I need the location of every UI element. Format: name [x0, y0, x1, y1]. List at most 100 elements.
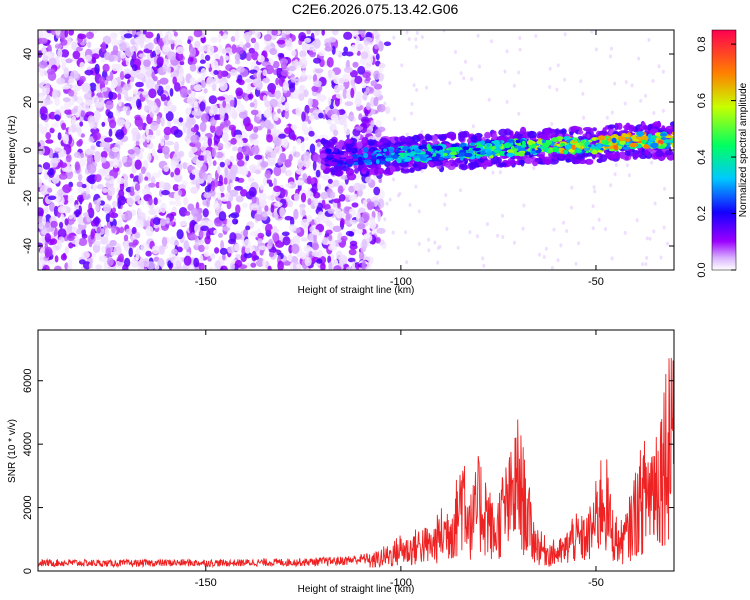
- spectrogram-noise-cell: [356, 91, 362, 100]
- spectrogram-noise-cell: [187, 265, 195, 270]
- spectrogram-noise-cell: [300, 56, 307, 63]
- spectrogram-signal-cell: [640, 139, 647, 144]
- spectrogram-signal-cell: [361, 137, 367, 144]
- spectrogram-noise-cell: [594, 47, 598, 52]
- spectrogram-noise-cell: [54, 114, 61, 120]
- spectrogram-noise-cell: [129, 173, 134, 179]
- spectrogram-noise-cell: [637, 56, 641, 61]
- spectrogram-noise-cell: [112, 157, 119, 169]
- spectrogram-noise-cell: [518, 36, 522, 40]
- spectrogram-noise-cell: [311, 183, 319, 194]
- colorbar-label: Normalized spectral amplitude: [738, 82, 749, 217]
- spectrogram-noise-cell: [262, 69, 268, 77]
- spectrogram-noise-cell: [436, 260, 440, 265]
- spectrogram-signal-cell: [520, 126, 527, 135]
- spectrogram-noise-cell: [414, 37, 418, 42]
- spectrogram-noise-cell: [126, 156, 133, 167]
- spectrogram-noise-cell: [362, 199, 368, 207]
- spectrogram-noise-cell: [290, 216, 295, 227]
- spectrogram-noise-cell: [67, 234, 75, 241]
- spectrogram-noise-cell: [161, 236, 168, 247]
- spectrogram-noise-cell: [366, 102, 371, 111]
- spectrogram-signal-cell: [326, 154, 335, 158]
- spectrogram-signal-cell: [661, 125, 666, 131]
- spectrogram-signal-cell: [345, 138, 353, 145]
- spectrogram-noise-cell: [47, 187, 53, 193]
- spectrogram-noise-cell: [251, 195, 257, 204]
- spectrogram-noise-cell: [178, 53, 184, 61]
- spectrogram-signal-cell: [644, 149, 650, 156]
- spectrogram-noise-cell: [38, 214, 43, 224]
- spectrogram-noise-cell: [77, 214, 84, 225]
- spectrogram-noise-cell: [238, 111, 248, 119]
- spectrogram-noise-cell: [562, 220, 566, 225]
- spectrogram-signal-cell: [584, 158, 594, 165]
- spectrogram-noise-cell: [99, 141, 108, 148]
- spectrogram-noise-cell: [291, 243, 300, 254]
- spectrogram-noise-cell: [140, 242, 149, 252]
- spectrogram-noise-cell: [302, 159, 312, 168]
- spectrogram-noise-cell: [269, 48, 278, 55]
- spectrogram-noise-cell: [408, 203, 412, 207]
- spectrogram-noise-cell: [165, 217, 170, 224]
- spectrogram-noise-cell: [335, 93, 343, 99]
- spectrogram-noise-cell: [50, 220, 58, 228]
- spectrogram-noise-cell: [302, 173, 308, 181]
- spectrogram-noise-cell: [376, 104, 386, 113]
- spectrogram-noise-cell: [291, 50, 297, 57]
- spectrogram-signal-cell: [614, 122, 619, 131]
- spectrogram-noise-cell: [661, 69, 665, 74]
- spectrogram-noise-cell: [613, 172, 617, 177]
- spectrogram-signal-cell: [388, 148, 394, 154]
- spectrogram-noise-cell: [259, 199, 268, 207]
- spectrogram-noise-cell: [254, 154, 263, 160]
- spectrogram-noise-cell: [414, 184, 418, 189]
- spectrogram-noise-cell: [91, 56, 97, 64]
- spectrogram-noise-cell: [105, 247, 111, 258]
- spectrogram-noise-cell: [235, 204, 241, 214]
- spectrogram-noise-cell: [173, 118, 179, 124]
- spectrogram-noise-cell: [174, 82, 181, 92]
- spectrogram-noise-cell: [311, 251, 320, 257]
- spectrogram-noise-cell: [219, 81, 228, 92]
- spectrogram-noise-cell: [68, 89, 75, 97]
- spectrogram-noise-cell: [365, 86, 370, 94]
- spectrogram-signal-cell: [419, 156, 428, 161]
- spectrogram-noise-cell: [172, 184, 180, 192]
- spectrogram-noise-cell: [644, 93, 648, 98]
- spectrogram-noise-cell: [46, 227, 52, 233]
- spectrogram-signal-cell: [547, 149, 553, 154]
- spectrogram-signal-cell: [534, 158, 540, 162]
- spectrogram-noise-cell: [93, 116, 100, 123]
- spectrogram-noise-cell: [123, 180, 129, 188]
- spectrogram-noise-cell: [60, 49, 70, 58]
- spectrogram-signal-cell: [564, 144, 572, 150]
- spectrogram-signal-cell: [484, 131, 491, 139]
- spectrogram-noise-cell: [235, 46, 244, 55]
- spectrogram-noise-cell: [145, 31, 154, 39]
- spectrogram-noise-cell: [69, 97, 75, 106]
- spectrogram-noise-cell: [268, 92, 277, 98]
- spectrogram-noise-cell: [270, 88, 276, 95]
- spectrogram-signal-cell: [449, 151, 458, 156]
- spectrogram-noise-cell: [168, 39, 175, 44]
- spectrogram-signal-cell: [385, 151, 390, 156]
- spectrogram-noise-cell: [80, 152, 85, 159]
- spectrogram-noise-cell: [234, 53, 241, 62]
- spectrogram-signal-cell: [420, 162, 425, 168]
- spectrogram-noise-cell: [189, 77, 196, 86]
- spectrogram-noise-cell: [224, 55, 230, 61]
- spectrogram-noise-cell: [285, 183, 292, 188]
- spectrogram-noise-cell: [150, 176, 156, 184]
- spectrogram-noise-cell: [44, 205, 49, 215]
- spectrogram-signal-cell: [542, 142, 550, 148]
- spectrogram-noise-cell: [190, 134, 200, 144]
- spectrogram-signal-cell: [666, 142, 671, 147]
- spectrogram-noise-cell: [135, 72, 145, 80]
- spectrogram-noise-cell: [327, 255, 332, 264]
- spectrogram-signal-cell: [324, 158, 329, 163]
- spectrogram-noise-cell: [591, 226, 595, 231]
- spectrogram-signal-cell: [637, 149, 643, 158]
- spectrogram-noise-cell: [383, 101, 387, 106]
- spectrogram-noise-cell: [454, 50, 457, 54]
